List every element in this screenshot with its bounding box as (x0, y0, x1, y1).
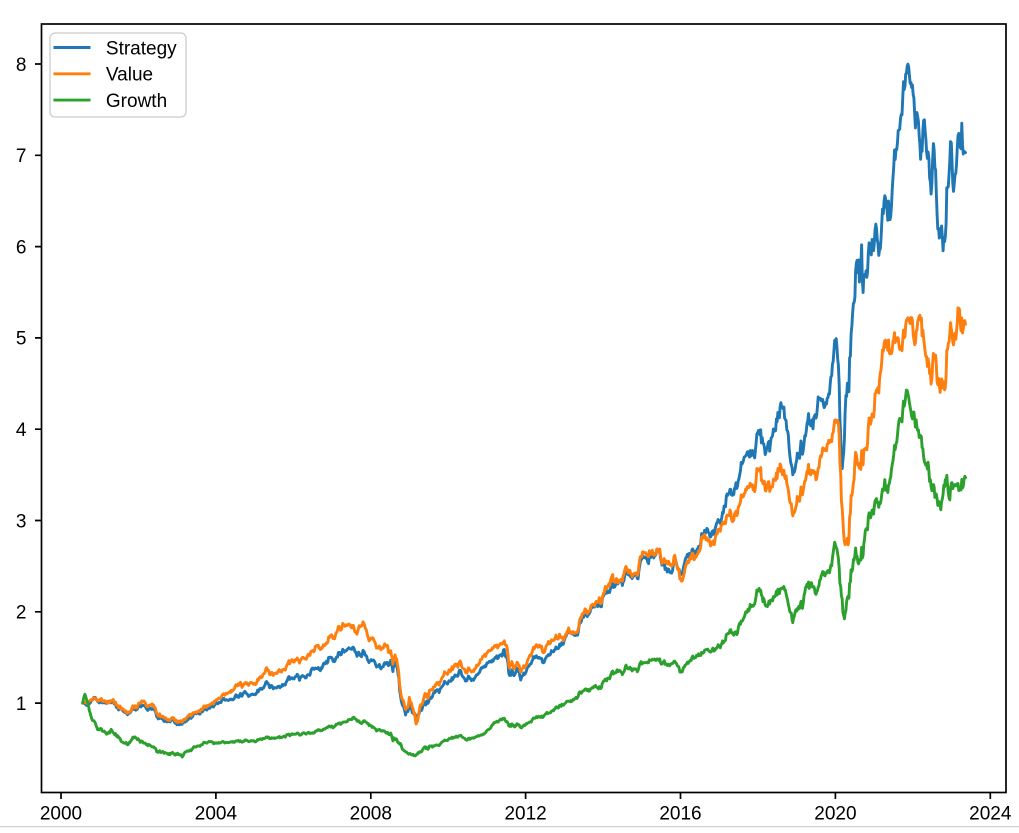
svg-text:Value: Value (106, 65, 153, 86)
svg-text:6: 6 (16, 237, 27, 258)
svg-text:2: 2 (16, 603, 27, 624)
svg-text:7: 7 (16, 146, 27, 167)
svg-text:2008: 2008 (350, 804, 392, 825)
svg-text:2024: 2024 (969, 804, 1012, 825)
svg-text:Strategy: Strategy (106, 38, 177, 59)
svg-text:2020: 2020 (814, 804, 856, 825)
svg-text:8: 8 (16, 55, 27, 76)
svg-text:2016: 2016 (659, 804, 701, 825)
svg-text:2000: 2000 (40, 804, 82, 825)
svg-text:5: 5 (16, 329, 27, 350)
svg-text:2004: 2004 (195, 804, 238, 825)
svg-text:3: 3 (16, 511, 27, 532)
svg-text:2012: 2012 (504, 804, 546, 825)
svg-text:1: 1 (16, 694, 27, 715)
svg-text:Growth: Growth (106, 91, 167, 112)
svg-text:4: 4 (16, 420, 27, 441)
